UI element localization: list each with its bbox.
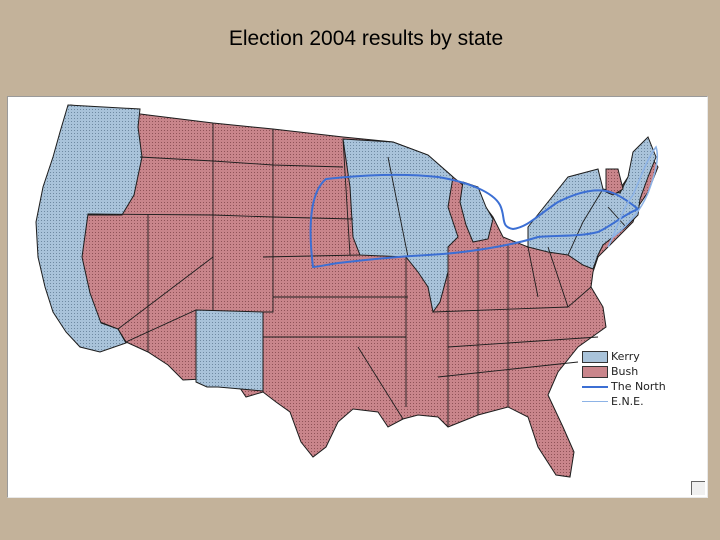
kerry-new-mexico <box>195 309 264 392</box>
the-north-line <box>309 173 640 269</box>
legend-swatch-bush <box>582 365 608 378</box>
legend-label-kerry: Kerry <box>611 350 640 363</box>
legend-label-the-north: The North <box>611 380 666 393</box>
map-window: Kerry Bush The North E.N.E. <box>7 96 708 498</box>
legend-label-ene: E.N.E. <box>611 395 644 408</box>
slide-title: Election 2004 results by state <box>228 27 504 50</box>
legend-item-bush: Bush <box>582 364 674 379</box>
kerry-michigan <box>459 181 494 243</box>
legend-line-ene <box>582 401 608 402</box>
kerry-west-coast <box>35 104 143 353</box>
us-map <box>35 104 659 478</box>
legend-item-kerry: Kerry <box>582 349 674 364</box>
legend-item-the-north: The North <box>582 379 674 394</box>
legend-item-ene: E.N.E. <box>582 394 674 409</box>
legend-line-the-north <box>582 385 608 388</box>
kerry-upper-midwest <box>342 138 459 314</box>
state-borders <box>87 123 627 427</box>
ene-line <box>607 145 659 248</box>
legend-label-bush: Bush <box>611 365 639 378</box>
kerry-northeast <box>527 136 657 270</box>
bush-new-hampshire <box>605 168 624 196</box>
map-legend: Kerry Bush The North E.N.E. <box>582 349 674 409</box>
resize-grip[interactable] <box>691 481 705 495</box>
legend-swatch-kerry <box>582 350 608 363</box>
